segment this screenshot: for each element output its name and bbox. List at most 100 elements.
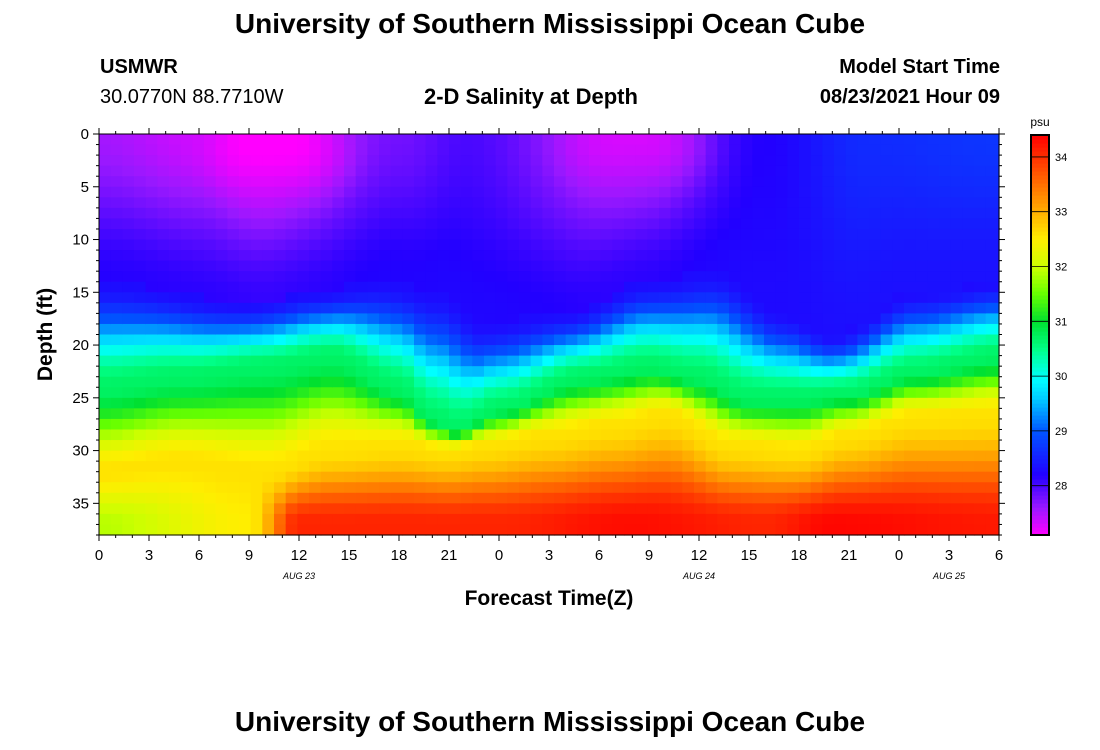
heatmap-cell [904, 186, 917, 198]
heatmap-cell [320, 524, 333, 536]
heatmap-cell [974, 281, 987, 293]
heatmap-cell [180, 302, 193, 314]
heatmap-cell [460, 503, 473, 515]
heatmap-cell [775, 482, 788, 494]
heatmap-cell [717, 366, 730, 378]
heatmap-cell [250, 134, 263, 146]
heatmap-cell [192, 418, 205, 431]
heatmap-cell [729, 513, 742, 526]
heatmap-cell [950, 134, 963, 146]
heatmap-cell [355, 281, 368, 293]
heatmap-cell [99, 492, 112, 504]
heatmap-cell [752, 345, 765, 357]
heatmap-cell [740, 197, 753, 209]
heatmap-cell [414, 228, 427, 241]
heatmap-cell [274, 387, 287, 399]
heatmap-cell [647, 228, 660, 241]
heatmap-cell [180, 313, 193, 325]
heatmap-cell [775, 524, 788, 536]
heatmap-cell [414, 471, 427, 483]
heatmap-cell [880, 271, 893, 283]
heatmap-cell [694, 366, 707, 378]
heatmap-cell [472, 408, 485, 420]
heatmap-cell [974, 323, 987, 336]
heatmap-cell [822, 260, 835, 272]
heatmap-cell [169, 134, 182, 146]
heatmap-cell [577, 345, 590, 357]
heatmap-cell [519, 144, 532, 156]
heatmap-cell [845, 471, 858, 483]
colorbar-segment [1031, 227, 1049, 232]
heatmap-cell [635, 471, 648, 483]
heatmap-cell [589, 387, 602, 399]
heatmap-cell [355, 355, 368, 367]
heatmap-cell [180, 207, 193, 220]
heatmap-cell [659, 492, 672, 504]
heatmap-cell [320, 239, 333, 251]
heatmap-cell [974, 355, 987, 367]
heatmap-cell [262, 440, 275, 452]
heatmap-cell [717, 440, 730, 452]
heatmap-cell [227, 503, 240, 515]
heatmap-cell [682, 524, 695, 536]
heatmap-cell [577, 186, 590, 198]
heatmap-cell [484, 134, 497, 146]
heatmap-cell [204, 239, 217, 251]
heatmap-cell [379, 387, 392, 399]
heatmap-cell [274, 144, 287, 156]
heatmap-cell [694, 513, 707, 526]
heatmap-cell [834, 176, 847, 188]
heatmap-cell [787, 165, 800, 177]
heatmap-cell [985, 250, 998, 262]
heatmap-cell [892, 513, 905, 526]
heatmap-cell [997, 239, 1000, 251]
heatmap-cell [834, 513, 847, 526]
heatmap-cell [647, 503, 660, 515]
heatmap-cell [962, 260, 975, 272]
x-tick-label: 3 [945, 547, 953, 564]
heatmap-cell [344, 408, 357, 420]
heatmap-cell [565, 323, 578, 336]
heatmap-cell [204, 345, 217, 357]
heatmap-cell [670, 387, 683, 399]
heatmap-cell [542, 513, 555, 526]
heatmap-cell [915, 418, 928, 431]
heatmap-cell [565, 302, 578, 314]
heatmap-cell [460, 239, 473, 251]
heatmap-cell [367, 513, 380, 526]
heatmap-cell [799, 292, 812, 304]
heatmap-cell [869, 228, 882, 241]
heatmap-cell [577, 418, 590, 431]
heatmap-cell [775, 271, 788, 283]
heatmap-cell [332, 450, 345, 462]
heatmap-cell [659, 302, 672, 314]
heatmap-cell [635, 155, 648, 167]
heatmap-cell [752, 250, 765, 262]
heatmap-cell [915, 323, 928, 336]
heatmap-cell [99, 260, 112, 272]
heatmap-cell [705, 345, 718, 357]
colorbar-segment [1031, 175, 1049, 180]
heatmap-cell [262, 355, 275, 367]
heatmap-cell [192, 250, 205, 262]
heatmap-cell [250, 345, 263, 357]
heatmap-cell [892, 408, 905, 420]
heatmap-cell [962, 450, 975, 462]
heatmap-cell [122, 376, 135, 388]
heatmap-cell [390, 281, 403, 293]
heatmap-cell [682, 345, 695, 357]
heatmap-cell [215, 429, 228, 441]
heatmap-cell [624, 292, 637, 304]
heatmap-cell [799, 186, 812, 198]
heatmap-cell [682, 292, 695, 304]
heatmap-cell [414, 239, 427, 251]
heatmap-cell [145, 292, 158, 304]
heatmap-cell [320, 345, 333, 357]
heatmap-cell [577, 323, 590, 336]
heatmap-cell [192, 134, 205, 146]
heatmap-cell [577, 155, 590, 167]
heatmap-cell [262, 292, 275, 304]
heatmap-cell [157, 408, 170, 420]
heatmap-cell [857, 334, 870, 346]
heatmap-cell [192, 228, 205, 241]
